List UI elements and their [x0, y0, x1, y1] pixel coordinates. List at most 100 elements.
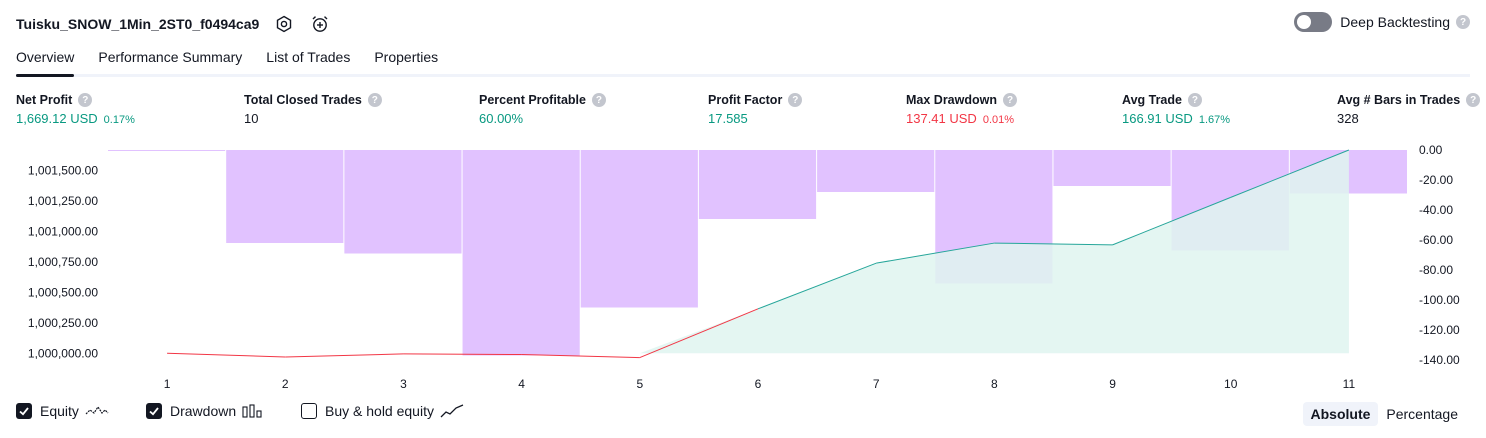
metric-label: Profit Factor — [708, 93, 783, 107]
right-axis-tick-label: -100.00 — [1419, 293, 1460, 307]
drawdown-bar — [817, 150, 935, 192]
left-axis-tick-label: 1,001,500.00 — [28, 164, 98, 178]
tab-performance-summary[interactable]: Performance Summary — [98, 49, 243, 65]
equity-area — [167, 150, 1349, 354]
metric-avg-bars: Avg # Bars in Trades? 328 — [1337, 93, 1481, 126]
x-axis-tick-label: 3 — [400, 377, 407, 391]
x-axis-tick-label: 10 — [1224, 377, 1238, 391]
drawdown-label: Drawdown — [170, 403, 237, 419]
help-icon[interactable]: ? — [1187, 93, 1202, 107]
left-axis-tick-label: 1,001,250.00 — [28, 194, 98, 208]
help-icon[interactable]: ? — [591, 93, 606, 107]
deep-backtesting-label: Deep Backtesting — [1340, 14, 1450, 30]
equity-drawdown-chart[interactable]: 1,000,000.00 1,000,250.00 1,000,500.00 1,00… — [0, 138, 1486, 398]
help-icon[interactable]: ? — [1456, 15, 1470, 29]
buy-hold-checkbox[interactable] — [301, 403, 317, 419]
metric-label: Avg # Bars in Trades — [1337, 93, 1461, 107]
right-axis-tick-label: -120.00 — [1419, 323, 1460, 337]
x-axis-tick-label: 9 — [1109, 377, 1116, 391]
metric-label: Percent Profitable — [479, 93, 586, 107]
equity-line-segment — [876, 242, 995, 264]
drawdown-bar — [226, 150, 344, 243]
metric-label: Total Closed Trades — [244, 93, 362, 107]
right-axis-tick-label: -20.00 — [1419, 173, 1453, 187]
metric-net-profit: Net Profit? 1,669.12 USD 0.17% — [16, 93, 135, 126]
right-axis-tick-label: -60.00 — [1419, 233, 1453, 247]
right-axis-tick-label: 0.00 — [1419, 143, 1443, 157]
drawdown-bar — [580, 150, 698, 308]
absolute-button[interactable]: Absolute — [1302, 402, 1379, 426]
deep-backtesting-toggle[interactable] — [1294, 12, 1333, 32]
x-axis-tick-label: 8 — [991, 377, 998, 391]
metric-profit-factor: Profit Factor? 17.585 — [708, 93, 803, 126]
equity-label: Equity — [40, 403, 79, 419]
settings-icon[interactable] — [273, 13, 295, 35]
equity-checkbox[interactable] — [16, 403, 32, 419]
report-header: Tuisku_SNOW_1Min_2ST0_f0494ca9 — [16, 10, 331, 38]
tab-properties[interactable]: Properties — [374, 49, 439, 65]
help-icon[interactable]: ? — [367, 93, 382, 107]
metric-label: Avg Trade — [1122, 93, 1182, 107]
metric-avg-trade: Avg Trade? 166.91 USD 1.67% — [1122, 93, 1230, 126]
toggle-knob — [1297, 15, 1312, 29]
help-icon[interactable]: ? — [1003, 93, 1017, 107]
metric-value: 17.585 — [708, 111, 748, 126]
buy-hold-label: Buy & hold equity — [325, 403, 434, 419]
equity-line-segment — [521, 354, 640, 359]
metric-value: 137.41 USD — [906, 111, 977, 126]
right-axis-tick-label: -40.00 — [1419, 203, 1453, 217]
metric-label: Net Profit — [16, 93, 73, 107]
percentage-button[interactable]: Percentage — [1386, 406, 1458, 422]
drawdown-bars-icon — [242, 404, 262, 418]
help-icon[interactable]: ? — [1466, 93, 1481, 107]
tab-list-of-trades[interactable]: List of Trades — [266, 49, 351, 65]
equity-line-icon — [85, 404, 109, 418]
metric-value: 60.00% — [479, 111, 524, 126]
x-axis-tick-label: 1 — [164, 377, 171, 391]
x-axis-tick-label: 4 — [518, 377, 525, 391]
left-axis-tick-label: 1,000,000.00 — [28, 346, 98, 360]
x-axis-tick-label: 7 — [873, 377, 880, 391]
help-icon[interactable]: ? — [78, 93, 93, 107]
metric-label: Max Drawdown — [906, 93, 997, 107]
left-axis-tick-label: 1,000,250.00 — [28, 316, 98, 330]
drawdown-checkbox[interactable] — [146, 403, 162, 419]
x-axis-tick-label: 2 — [282, 377, 289, 391]
drawdown-bar — [698, 150, 817, 219]
legend-drawdown[interactable]: Drawdown — [146, 403, 262, 419]
metric-percent-profitable: Percent Profitable? 60.00% — [479, 93, 606, 126]
help-icon[interactable]: ? — [788, 93, 803, 107]
equity-line-segment — [639, 308, 759, 359]
alarm-add-icon[interactable] — [309, 13, 331, 35]
metric-max-drawdown: Max Drawdown? 137.41 USD 0.01% — [906, 93, 1017, 126]
drawdown-bar — [1053, 150, 1171, 186]
report-tabs: Overview Performance Summary List of Tra… — [16, 44, 1470, 77]
metric-value: 10 — [244, 111, 259, 126]
drawdown-bar — [108, 150, 226, 151]
legend-buy-hold[interactable]: Buy & hold equity — [301, 403, 464, 419]
buy-hold-line-icon — [440, 404, 464, 418]
equity-line-segment — [994, 242, 1113, 246]
equity-line-segment — [167, 352, 286, 358]
equity-line-segment — [1230, 149, 1350, 198]
legend-equity[interactable]: Equity — [16, 403, 109, 419]
display-mode-switch: Absolute Percentage — [1302, 402, 1467, 426]
right-axis-tick-label: -80.00 — [1419, 263, 1453, 277]
x-axis-tick-label: 6 — [755, 377, 762, 391]
metric-value: 328 — [1337, 111, 1359, 126]
x-axis-tick-label: 11 — [1343, 377, 1356, 391]
x-axis-tick-label: 5 — [636, 377, 643, 391]
equity-line-segment — [757, 262, 877, 310]
deep-backtesting: Deep Backtesting ? — [1294, 12, 1470, 32]
left-axis-tick-label: 1,000,750.00 — [28, 255, 98, 269]
metric-total-closed-trades: Total Closed Trades? 10 — [244, 93, 382, 126]
equity-line-segment — [403, 353, 522, 356]
metric-percent: 0.17% — [103, 114, 135, 126]
metric-percent: 0.01% — [982, 114, 1015, 126]
drawdown-bar — [344, 150, 462, 254]
right-axis-tick-label: -140.00 — [1419, 353, 1460, 367]
equity-line-segment — [285, 353, 404, 358]
metric-percent: 1.67% — [1198, 114, 1231, 126]
tab-overview[interactable]: Overview — [16, 44, 75, 77]
drawdown-bar — [462, 150, 580, 356]
